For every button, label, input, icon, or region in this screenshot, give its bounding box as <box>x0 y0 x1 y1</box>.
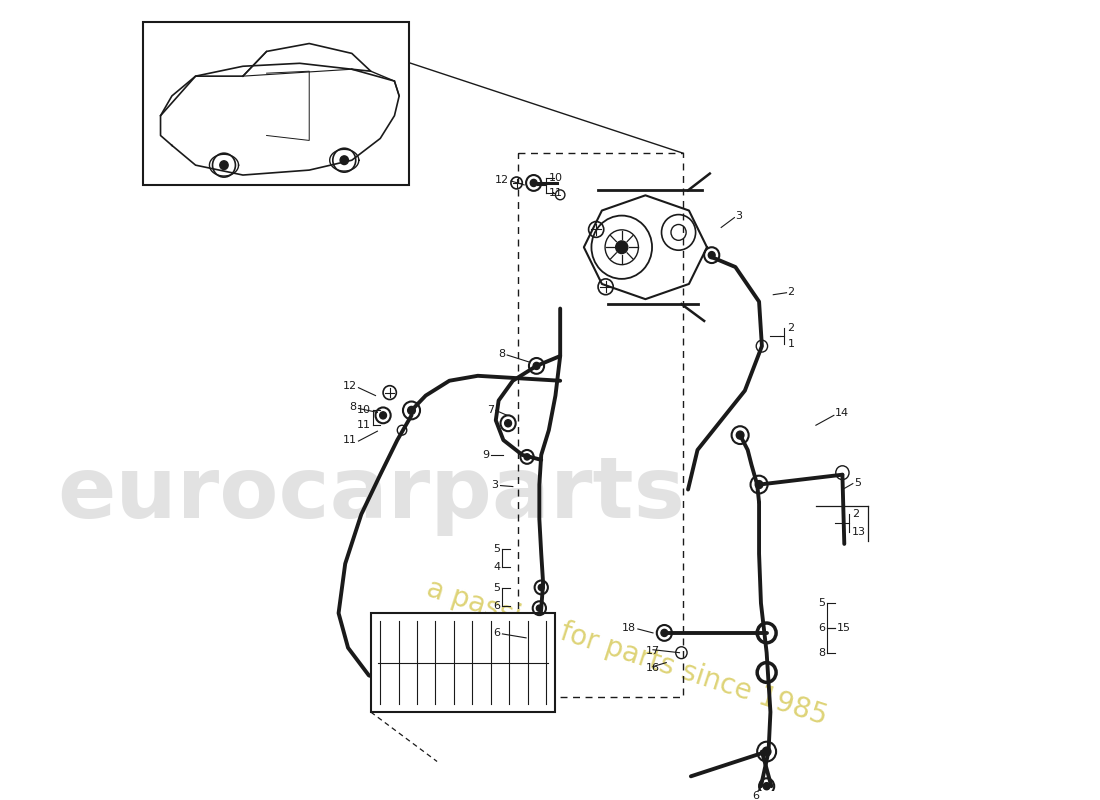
Bar <box>143 22 409 185</box>
Circle shape <box>524 454 530 460</box>
Circle shape <box>505 420 512 427</box>
Text: 6: 6 <box>818 623 825 633</box>
Text: 3: 3 <box>492 479 498 490</box>
Text: 18: 18 <box>621 623 636 633</box>
Text: 5: 5 <box>854 478 861 488</box>
Text: 15: 15 <box>837 623 850 633</box>
Text: 10: 10 <box>356 406 371 415</box>
Text: 12: 12 <box>342 381 356 390</box>
Circle shape <box>756 481 763 489</box>
Text: 6: 6 <box>494 628 501 638</box>
Text: 11: 11 <box>549 188 563 198</box>
Circle shape <box>708 251 715 258</box>
Circle shape <box>661 630 668 637</box>
Text: 6: 6 <box>494 602 501 611</box>
Text: 11: 11 <box>356 420 371 430</box>
Circle shape <box>763 782 770 790</box>
Text: 2: 2 <box>851 510 859 519</box>
Text: 12: 12 <box>495 175 509 185</box>
Text: 5: 5 <box>494 583 501 594</box>
Text: a passion for parts since 1985: a passion for parts since 1985 <box>422 574 830 731</box>
Text: eurocarparts: eurocarparts <box>57 453 685 536</box>
Text: 8: 8 <box>350 402 356 413</box>
Text: 11: 11 <box>342 435 356 445</box>
Text: 17: 17 <box>646 646 660 656</box>
Circle shape <box>220 161 228 170</box>
Text: 13: 13 <box>851 527 866 537</box>
Text: 2: 2 <box>788 286 794 297</box>
Circle shape <box>408 406 416 414</box>
Circle shape <box>616 241 628 254</box>
Text: 8: 8 <box>818 648 825 658</box>
Circle shape <box>762 747 771 756</box>
Text: 3: 3 <box>736 210 743 221</box>
Circle shape <box>538 584 544 590</box>
Circle shape <box>736 431 744 439</box>
Circle shape <box>379 412 386 419</box>
Text: 1: 1 <box>788 339 794 349</box>
Circle shape <box>534 362 540 370</box>
Circle shape <box>340 156 349 165</box>
Text: 16: 16 <box>646 662 660 673</box>
Text: 7: 7 <box>487 406 494 415</box>
Text: 5: 5 <box>494 544 501 554</box>
Text: 8: 8 <box>498 349 505 359</box>
Text: 9: 9 <box>482 450 490 460</box>
Circle shape <box>537 605 542 611</box>
Bar <box>371 613 556 712</box>
Text: 2: 2 <box>788 323 794 334</box>
Text: 14: 14 <box>835 408 849 418</box>
Text: 4: 4 <box>494 562 501 572</box>
Text: 6: 6 <box>751 791 759 800</box>
Text: 5: 5 <box>818 598 825 608</box>
Text: 10: 10 <box>549 173 563 183</box>
Circle shape <box>530 179 537 186</box>
